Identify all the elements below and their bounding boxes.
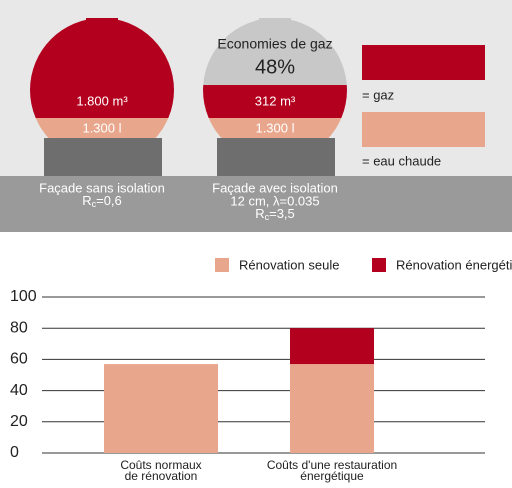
legend-label: Rénovation seule [239,257,339,272]
tank-base [44,138,162,176]
legend-swatch [362,45,485,80]
x-tick-label: de rénovation [125,469,198,483]
caption: Façade avec isolation [212,180,338,195]
y-tick-label: 0 [10,444,19,461]
legend-label: = eau chaude [362,153,441,168]
caption-band [0,176,512,232]
water-label: 1.300 l [255,120,294,135]
water-label: 1.300 l [82,120,121,135]
y-tick-label: 60 [10,351,28,368]
saving-value: 48% [255,56,295,78]
r-value: Rc=3,5 [255,206,295,222]
legend-label: Rénovation énergétique [396,257,512,272]
gas-label: 1.800 m³ [76,93,128,108]
legend-swatch [215,258,229,272]
saving-heading: Economies de gaz [217,36,332,52]
detail: 12 cm, λ=0.035 [230,193,319,208]
legend-swatch [362,112,485,147]
tank-base [217,138,335,176]
y-tick-label: 80 [10,319,28,336]
caption: Façade sans isolation [39,180,165,195]
x-tick-label: Coûts d'une restauration [267,458,397,472]
bar [290,364,374,453]
legend-swatch [372,258,386,272]
bar [104,364,218,453]
legend-label: = gaz [362,87,394,102]
y-tick-label: 40 [10,382,28,399]
y-tick-label: 20 [10,413,28,430]
y-tick-label: 100 [10,288,37,305]
bar [290,328,374,365]
x-tick-label: énergétique [300,469,364,483]
r-value: Rc=0,6 [82,193,122,209]
gas-label: 312 m³ [255,93,296,108]
x-tick-label: Coûts normaux [120,458,201,472]
